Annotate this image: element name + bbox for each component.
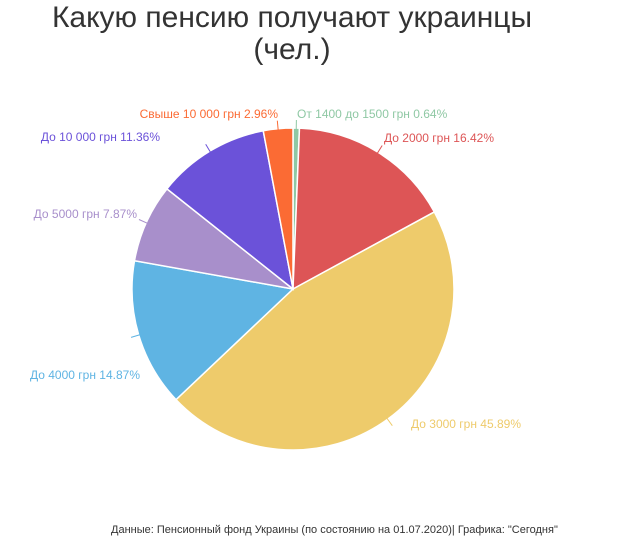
leader-line (376, 145, 383, 155)
slice-label: До 5000 грн 7.87% (34, 207, 138, 221)
slice-label: До 3000 грн 45.89% (411, 417, 521, 431)
chart-title-line-1: Какую пенсию получают украинцы (51, 1, 533, 34)
leader-line (386, 417, 393, 427)
slice-label: До 2000 грн 16.42% (384, 131, 494, 145)
slice-label: От 1400 до 1500 грн 0.64% (297, 107, 448, 121)
leader-line (130, 334, 141, 338)
slice-label: До 4000 грн 14.87% (30, 368, 140, 382)
chart-title: Какую пенсию получают украинцы (чел.) (0, 2, 584, 66)
source-note: Данные: Пенсионный фонд Украины (по сост… (111, 524, 558, 536)
slice-label: До 10 000 грн 11.36% (41, 130, 160, 144)
leader-line (138, 219, 149, 225)
leader-line (205, 144, 212, 154)
slice-label: Свыше 10 000 грн 2.96% (140, 107, 279, 121)
leader-line (276, 120, 279, 131)
chart-title-line-2: (чел.) (253, 33, 331, 66)
